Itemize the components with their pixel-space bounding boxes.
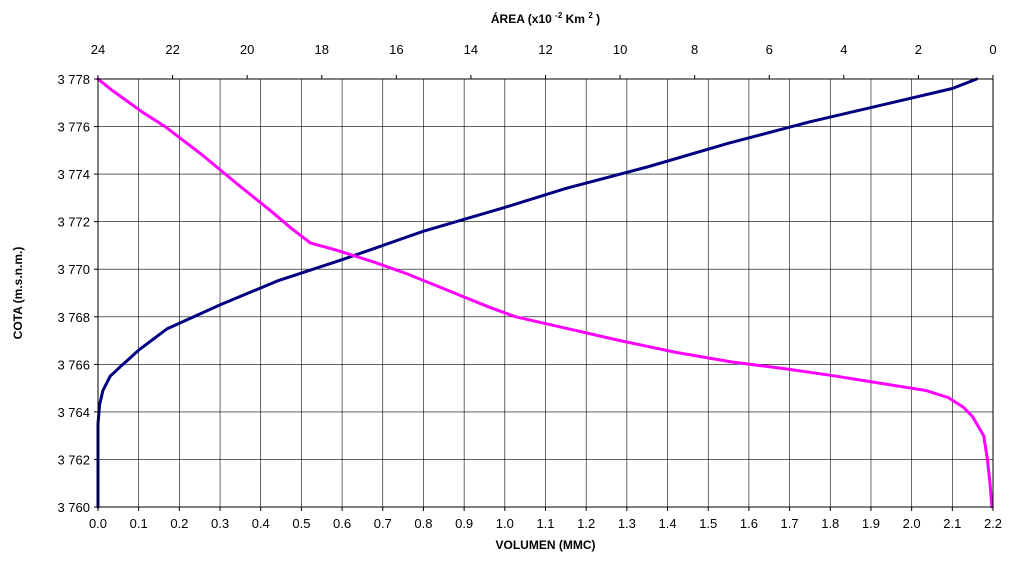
x-bottom-tick-label: 0.4	[252, 516, 270, 531]
x-top-title-end: )	[596, 12, 600, 26]
x-top-tick-label: 10	[613, 42, 627, 57]
x-bottom-tick-label: 0.8	[414, 516, 432, 531]
x-bottom-tick-label: 2.1	[943, 516, 961, 531]
series-layer	[96, 77, 994, 509]
y-tick-label: 3 772	[57, 215, 90, 230]
x-top-tick-label: 0	[989, 42, 996, 57]
x-bottom-tick-label: 1.5	[699, 516, 717, 531]
x-bottom-tick-label: 0.5	[292, 516, 310, 531]
x-bottom-tick-label: 2.0	[903, 516, 921, 531]
x-bottom-tick-label: 1.0	[496, 516, 514, 531]
tick-labels: 0.0 0.1 0.2 0.3 0.4 0.5 0.6 0.7 0.8 0.9 1.0 1.1 1.2 1…	[57, 42, 1002, 531]
x-top-tick-label: 24	[91, 42, 105, 57]
x-top-tick-label: 6	[766, 42, 773, 57]
x-bottom-tick-label: 2.2	[984, 516, 1002, 531]
x-top-tick-label: 4	[840, 42, 847, 57]
x-bottom-tick-label: 1.3	[618, 516, 636, 531]
x-bottom-tick-label: 0.0	[89, 516, 107, 531]
x-top-title-sup2: 2	[588, 11, 593, 20]
x-bottom-tick-label: 1.1	[536, 516, 554, 531]
x-bottom-tick-label: 1.9	[862, 516, 880, 531]
x-top-tick-label: 20	[240, 42, 254, 57]
y-tick-label: 3 762	[57, 452, 90, 467]
x-top-tick-label: 22	[165, 42, 179, 57]
y-tick-label: 3 778	[57, 72, 90, 87]
y-tick-label: 3 764	[57, 405, 90, 420]
x-bottom-tick-label: 0.2	[170, 516, 188, 531]
x-axis-title-top: ÁREA (x10 -2 Km 2 )	[491, 7, 600, 26]
x-top-tick-label: 16	[389, 42, 403, 57]
x-top-tick-label: 18	[315, 42, 329, 57]
y-tick-label: 3 760	[57, 500, 90, 515]
x-bottom-tick-label: 1.7	[781, 516, 799, 531]
x-bottom-tick-label: 1.2	[577, 516, 595, 531]
x-top-tick-label: 12	[538, 42, 552, 57]
y-tick-label: 3 774	[57, 167, 90, 182]
x-top-title-sup1: -2	[555, 11, 563, 20]
area-curve	[96, 77, 994, 509]
x-top-tick-label: 2	[915, 42, 922, 57]
y-axis-title: COTA (m.s.n.m.)	[11, 247, 25, 340]
x-top-title-main: ÁREA (x10	[491, 11, 552, 26]
y-tick-label: 3 766	[57, 357, 90, 372]
x-top-title-mid: Km	[566, 12, 585, 26]
volume-curve	[96, 77, 979, 509]
x-bottom-tick-label: 0.1	[130, 516, 148, 531]
x-bottom-tick-label: 1.6	[740, 516, 758, 531]
x-bottom-tick-label: 0.6	[333, 516, 351, 531]
x-bottom-tick-label: 1.4	[659, 516, 677, 531]
x-bottom-tick-label: 0.9	[455, 516, 473, 531]
x-bottom-tick-label: 1.8	[821, 516, 839, 531]
x-bottom-tick-label: 0.7	[374, 516, 392, 531]
x-bottom-tick-label: 0.3	[211, 516, 229, 531]
y-tick-label: 3 768	[57, 310, 90, 325]
x-top-tick-label: 8	[691, 42, 698, 57]
y-tick-label: 3 776	[57, 120, 90, 135]
x-top-tick-label: 14	[464, 42, 478, 57]
x-axis-title-bottom: VOLUMEN (MMC)	[496, 538, 596, 552]
y-tick-label: 3 770	[57, 262, 90, 277]
